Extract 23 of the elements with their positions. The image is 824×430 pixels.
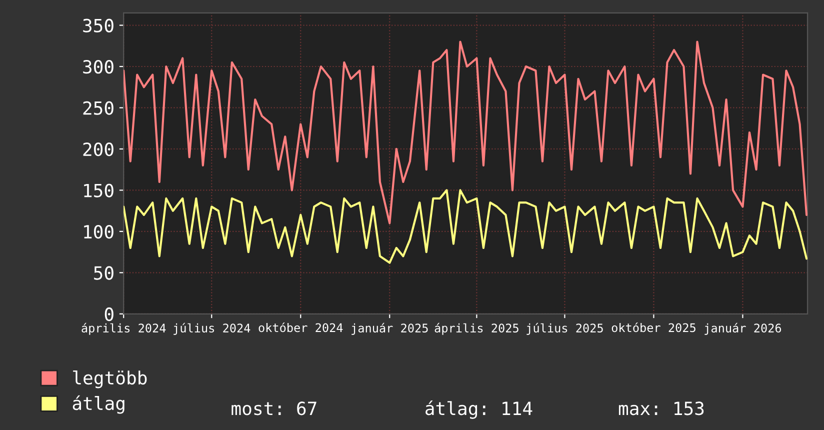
x-tick-label: július 2024 — [174, 322, 250, 335]
y-tick-label: 300 — [83, 60, 114, 74]
legend-label: átlag — [72, 395, 124, 414]
x-tick-label: április 2025 — [434, 322, 518, 335]
y-tick-label: 0 — [104, 307, 114, 322]
x-tick-label: október 2024 — [258, 322, 343, 332]
y-tick-label: 250 — [83, 101, 114, 115]
y-tick-label: 200 — [83, 142, 114, 156]
x-tick-label: október 2025 — [612, 322, 696, 332]
y-tick-label: 100 — [84, 224, 114, 239]
y-tick-label: 50 — [94, 266, 114, 280]
y-tick-label: 350 — [83, 18, 114, 32]
x-tick-label: április 2024 — [82, 322, 166, 335]
text: max: 153 — [618, 402, 704, 416]
legend-label: legtöbb — [73, 370, 147, 388]
line-series — [124, 189, 808, 264]
text: most: 67 — [232, 402, 316, 416]
x-tick-label: január 2025 — [352, 322, 428, 335]
x-tick-label: január 2026 — [704, 322, 782, 335]
x-tick-label: július 2025 — [526, 322, 603, 335]
text: átlag: 114 — [426, 400, 532, 419]
line-series — [124, 40, 808, 224]
y-tick-label: 150 — [84, 184, 114, 198]
